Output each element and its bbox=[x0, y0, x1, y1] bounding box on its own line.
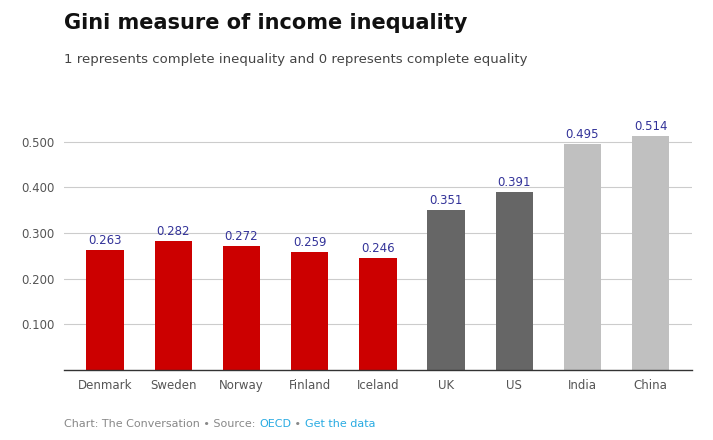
Bar bbox=[496, 191, 533, 370]
Text: 0.282: 0.282 bbox=[157, 225, 190, 238]
Bar bbox=[427, 210, 465, 370]
Bar bbox=[155, 241, 192, 370]
Bar bbox=[632, 136, 670, 370]
Text: 0.495: 0.495 bbox=[565, 128, 599, 141]
Text: 0.259: 0.259 bbox=[293, 236, 327, 249]
Text: Get the data: Get the data bbox=[304, 419, 375, 429]
Text: Gini measure of income inequality: Gini measure of income inequality bbox=[64, 13, 468, 33]
Text: 0.272: 0.272 bbox=[225, 230, 258, 243]
Bar bbox=[359, 257, 396, 370]
Bar bbox=[86, 250, 124, 370]
Bar bbox=[222, 246, 260, 370]
Text: 0.263: 0.263 bbox=[88, 234, 122, 247]
Text: 0.246: 0.246 bbox=[361, 242, 395, 255]
Text: 1 represents complete inequality and 0 represents complete equality: 1 represents complete inequality and 0 r… bbox=[64, 53, 528, 66]
Text: 0.351: 0.351 bbox=[429, 194, 463, 207]
Text: Chart: The Conversation • Source:: Chart: The Conversation • Source: bbox=[64, 419, 259, 429]
Text: OECD: OECD bbox=[259, 419, 291, 429]
Text: •: • bbox=[291, 419, 304, 429]
Bar bbox=[564, 144, 601, 370]
Text: 0.391: 0.391 bbox=[498, 176, 531, 189]
Text: 0.514: 0.514 bbox=[634, 120, 667, 133]
Bar bbox=[291, 252, 329, 370]
